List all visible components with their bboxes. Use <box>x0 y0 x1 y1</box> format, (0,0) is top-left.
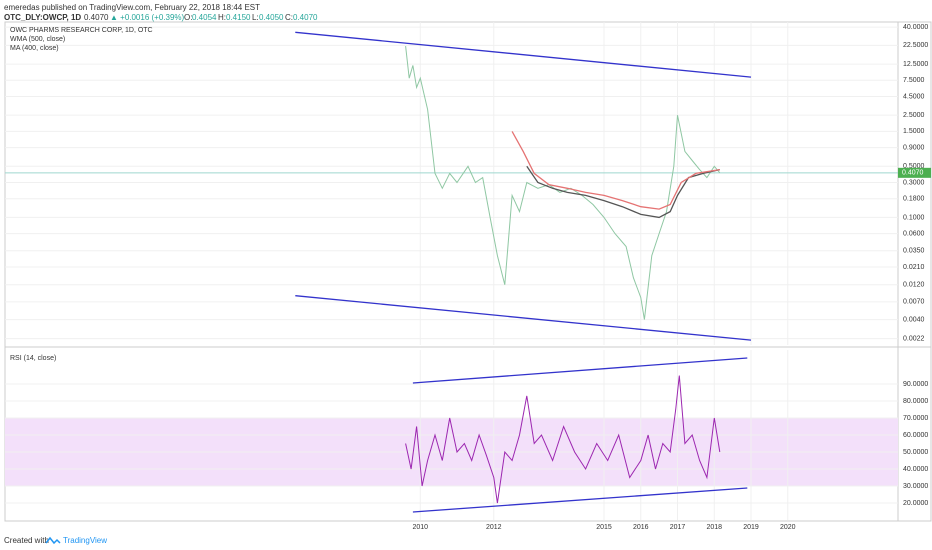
footer-brand[interactable]: TradingView <box>63 536 107 545</box>
y-tick-label: 60.0000 <box>903 432 928 439</box>
y-tick-label: 7.5000 <box>903 77 925 84</box>
y-tick-label: 0.0210 <box>903 264 925 271</box>
x-tick-label: 2010 <box>412 524 428 531</box>
y-tick-label: 0.9000 <box>903 144 925 151</box>
series-line <box>405 375 721 504</box>
x-tick-label: 2019 <box>743 524 759 531</box>
x-tick-label: 2018 <box>706 524 722 531</box>
last-price: 0.4070 <box>84 13 109 22</box>
y-tick-label: 0.0070 <box>903 299 925 306</box>
y-tick-label: 80.0000 <box>903 398 928 405</box>
ohlc-value: 0.4150 <box>226 13 251 22</box>
y-tick-label: 30.0000 <box>903 483 928 490</box>
ohlc-label: L: <box>252 13 259 22</box>
y-tick-label: 0.5000 <box>903 163 925 170</box>
y-tick-label: 0.0120 <box>903 282 925 289</box>
y-tick-label: 70.0000 <box>903 415 928 422</box>
ohlc-value: 0.4070 <box>293 13 318 22</box>
y-tick-label: 50.0000 <box>903 449 928 456</box>
ohlc-label: O: <box>184 13 192 22</box>
y-tick-label: 0.0022 <box>903 335 925 342</box>
trendline <box>295 31 752 78</box>
y-tick-label: 40.0000 <box>903 24 928 31</box>
y-tick-label: 4.5000 <box>903 93 925 100</box>
tradingview-logo <box>45 536 61 545</box>
y-tick-label: 22.5000 <box>903 42 928 49</box>
y-tick-label: 2.5000 <box>903 112 925 119</box>
byline: emeredas published on TradingView.com, F… <box>4 3 260 12</box>
x-tick-label: 2020 <box>780 524 796 531</box>
symbol: OTC_DLY:OWCP, 1D <box>4 13 81 22</box>
legend-entry: RSI (14, close) <box>10 355 56 362</box>
x-tick-label: 2015 <box>596 524 612 531</box>
y-tick-label: 0.1800 <box>903 196 925 203</box>
series-line <box>526 165 720 219</box>
y-tick-label: 0.0350 <box>903 248 925 255</box>
legend-entry: OWC PHARMS RESEARCH CORP, 1D, OTC <box>10 27 153 34</box>
y-tick-label: 0.0600 <box>903 230 925 237</box>
y-tick-label: 12.5000 <box>903 61 928 68</box>
trendline <box>295 295 752 341</box>
footer-text: Created with <box>4 536 49 545</box>
y-tick-label: 20.0000 <box>903 500 928 507</box>
chart-frame <box>4 21 932 522</box>
y-tick-label: 0.3000 <box>903 179 925 186</box>
y-tick-label: 0.0040 <box>903 316 925 323</box>
ohlc-value: 0.4054 <box>192 13 217 22</box>
y-tick-label: 90.0000 <box>903 381 928 388</box>
trendline <box>412 357 748 384</box>
x-tick-label: 2017 <box>670 524 686 531</box>
x-tick-label: 2016 <box>633 524 649 531</box>
last-price-label: 0.4070 <box>902 170 924 177</box>
ohlc-value: 0.4050 <box>259 13 284 22</box>
last-price-box <box>898 167 931 178</box>
legend-entry: WMA (500, close) <box>10 36 65 43</box>
y-tick-label: 40.0000 <box>903 466 928 473</box>
y-tick-label: 0.1000 <box>903 214 925 221</box>
ohlc-label: C: <box>285 13 293 22</box>
trendline <box>412 487 748 513</box>
change: ▲ +0.0016 (+0.39%) <box>110 13 185 22</box>
ohlc-label: H: <box>218 13 226 22</box>
x-tick-label: 2012 <box>486 524 502 531</box>
legend-entry: MA (400, close) <box>10 45 59 52</box>
series-line <box>511 131 720 210</box>
y-tick-label: 1.5000 <box>903 128 925 135</box>
